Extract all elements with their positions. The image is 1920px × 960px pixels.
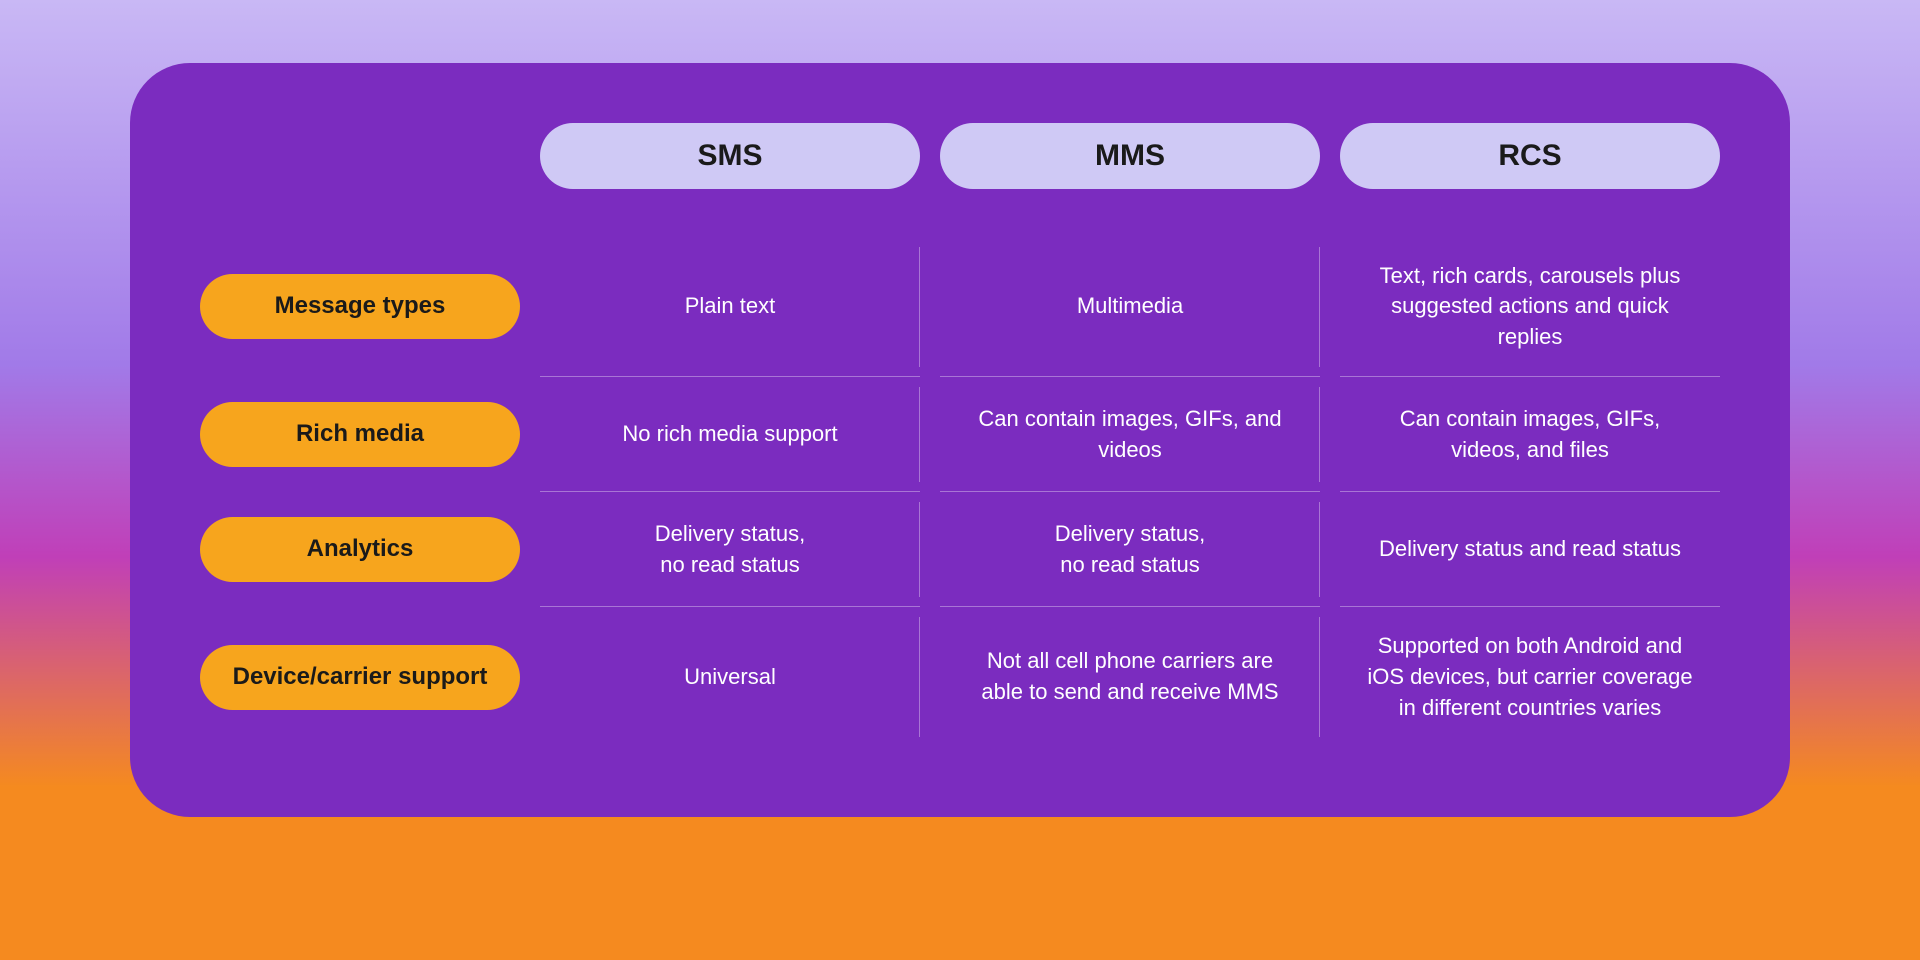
cell-analytics-mms: Delivery status, no read status — [940, 492, 1320, 607]
row-label-cell: Message types — [200, 237, 520, 377]
row-label-analytics: Analytics — [200, 517, 520, 582]
cell-message-types-sms: Plain text — [540, 237, 920, 377]
comparison-card: SMS MMS RCS Message types Plain text Mul… — [130, 63, 1790, 818]
cell-rich-media-mms: Can contain images, GIFs, and videos — [940, 377, 1320, 492]
spacer — [540, 189, 920, 237]
cell-device-carrier-rcs: Supported on both Android and iOS device… — [1340, 607, 1720, 747]
spacer — [1340, 189, 1720, 237]
row-label-cell: Rich media — [200, 377, 520, 492]
spacer — [200, 189, 520, 237]
column-header: MMS — [940, 123, 1320, 189]
row-label-message-types: Message types — [200, 274, 520, 339]
column-header-sms: SMS — [540, 123, 920, 189]
cell-rich-media-sms: No rich media support — [540, 377, 920, 492]
page-background: SMS MMS RCS Message types Plain text Mul… — [0, 0, 1920, 960]
cell-analytics-sms: Delivery status, no read status — [540, 492, 920, 607]
row-label-cell: Analytics — [200, 492, 520, 607]
cell-analytics-rcs: Delivery status and read status — [1340, 492, 1720, 607]
cell-device-carrier-sms: Universal — [540, 607, 920, 747]
column-header: SMS — [540, 123, 920, 189]
cell-message-types-rcs: Text, rich cards, carousels plus suggest… — [1340, 237, 1720, 377]
cell-message-types-mms: Multimedia — [940, 237, 1320, 377]
row-label-rich-media: Rich media — [200, 402, 520, 467]
comparison-grid: SMS MMS RCS Message types Plain text Mul… — [200, 123, 1720, 748]
cell-rich-media-rcs: Can contain images, GIFs, videos, and fi… — [1340, 377, 1720, 492]
row-label-device-carrier: Device/carrier support — [200, 645, 520, 710]
column-header: RCS — [1340, 123, 1720, 189]
spacer — [940, 189, 1320, 237]
cell-device-carrier-mms: Not all cell phone carriers are able to … — [940, 607, 1320, 747]
row-label-cell: Device/carrier support — [200, 607, 520, 747]
column-header-mms: MMS — [940, 123, 1320, 189]
column-header-rcs: RCS — [1340, 123, 1720, 189]
header-empty — [200, 123, 520, 189]
